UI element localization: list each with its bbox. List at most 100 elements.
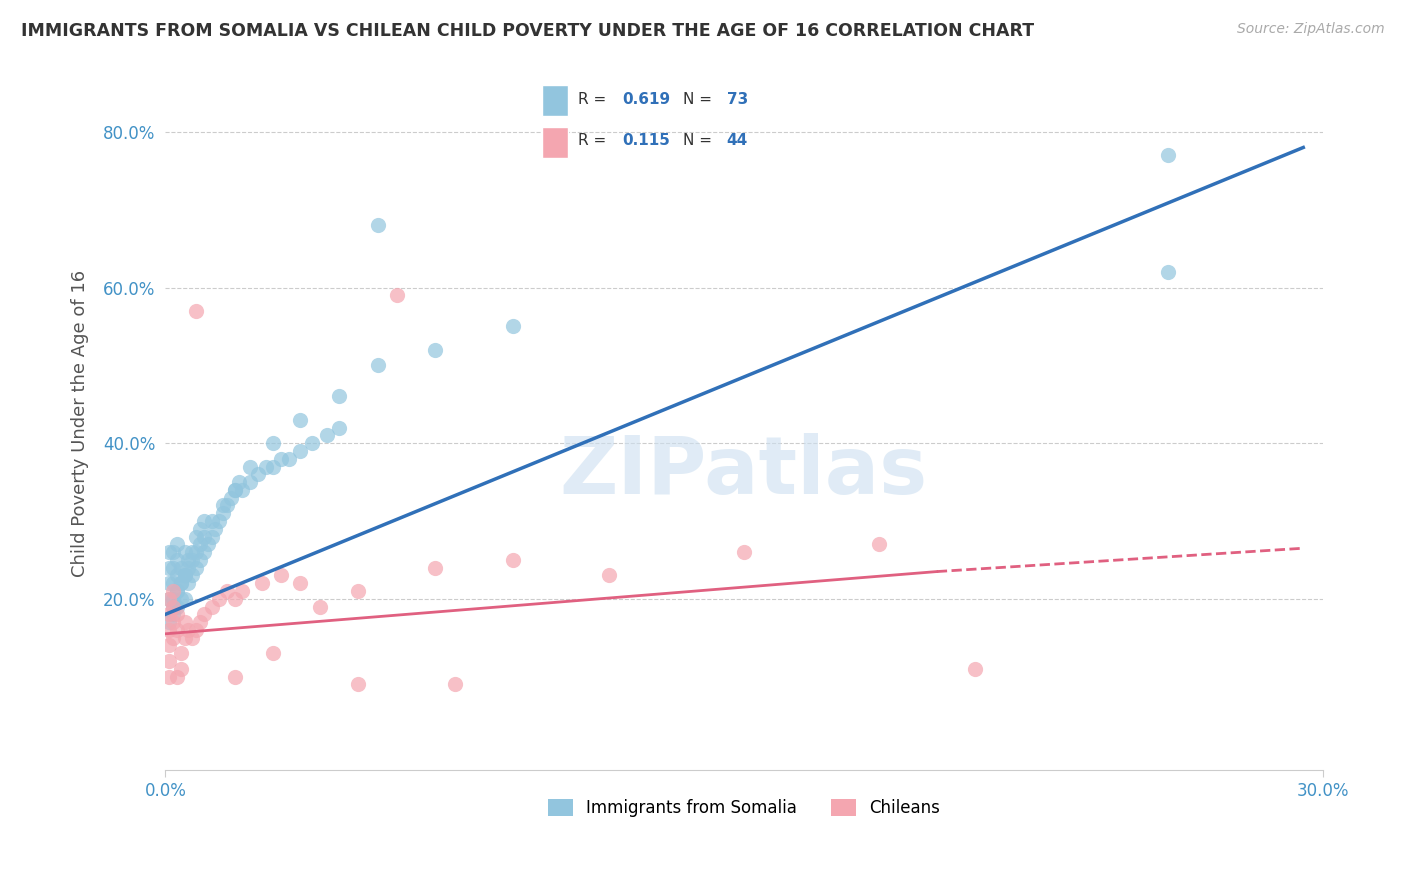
Text: 0.619: 0.619 [623,93,671,107]
Point [366,359,388,373]
Point [162,599,184,614]
Text: 0.115: 0.115 [623,134,671,148]
Point [166,584,188,599]
Point [166,670,188,684]
Point [502,553,524,567]
Y-axis label: Child Poverty Under the Age of 16: Child Poverty Under the Age of 16 [72,270,89,577]
Point [502,319,524,334]
Point [197,537,219,551]
Point [188,553,211,567]
Point [170,662,193,676]
Point [443,677,465,691]
Point [204,522,226,536]
Point [162,631,184,645]
Point [290,444,312,458]
Point [868,537,890,551]
Point [308,599,330,614]
Point [186,304,208,318]
Point [224,483,246,497]
FancyBboxPatch shape [543,85,568,116]
Point [193,514,215,528]
Point [162,576,184,591]
Point [231,584,253,599]
Point [347,584,370,599]
Point [186,623,208,637]
Point [186,560,208,574]
Point [177,560,200,574]
Point [270,451,292,466]
Point [598,568,620,582]
Text: Source: ZipAtlas.com: Source: ZipAtlas.com [1237,22,1385,37]
Point [157,607,180,622]
Point [965,662,987,676]
Legend: Immigrants from Somalia, Chileans: Immigrants from Somalia, Chileans [541,792,946,824]
Point [366,219,388,233]
Point [212,499,235,513]
Point [217,499,239,513]
Text: N =: N = [682,93,717,107]
Point [157,576,180,591]
Point [201,599,224,614]
Point [208,514,231,528]
Point [219,491,242,505]
Point [173,615,195,629]
Point [166,584,188,599]
Point [208,591,231,606]
Point [157,670,180,684]
Point [186,530,208,544]
Text: N =: N = [682,134,717,148]
Point [201,514,224,528]
Point [188,615,211,629]
Point [157,545,180,559]
Point [166,568,188,582]
Text: ZIPatlas: ZIPatlas [560,434,928,511]
Point [162,545,184,559]
Point [250,576,273,591]
Point [181,545,204,559]
Point [170,591,193,606]
FancyBboxPatch shape [543,127,568,158]
Point [157,639,180,653]
Point [166,537,188,551]
Point [162,615,184,629]
Text: R =: R = [578,134,612,148]
Point [166,623,188,637]
Point [328,420,350,434]
Text: 44: 44 [727,134,748,148]
Point [290,413,312,427]
Point [188,537,211,551]
Point [425,560,447,574]
Point [186,545,208,559]
Point [170,646,193,660]
Point [162,599,184,614]
Point [270,568,292,582]
Point [157,560,180,574]
Point [177,623,200,637]
Point [347,677,370,691]
Point [254,459,277,474]
Point [157,615,180,629]
Point [157,654,180,668]
Point [262,459,284,474]
Point [177,576,200,591]
Point [224,483,246,497]
Point [166,599,188,614]
Text: 73: 73 [727,93,748,107]
Point [212,506,235,520]
Point [162,560,184,574]
Point [173,568,195,582]
Point [193,530,215,544]
Point [301,436,323,450]
Point [162,584,184,599]
Point [733,545,755,559]
Point [173,591,195,606]
Point [181,568,204,582]
Point [201,530,224,544]
Point [239,475,262,489]
Point [162,607,184,622]
Point [157,591,180,606]
Point [328,389,350,403]
Point [277,451,299,466]
Point [157,623,180,637]
Point [224,591,246,606]
